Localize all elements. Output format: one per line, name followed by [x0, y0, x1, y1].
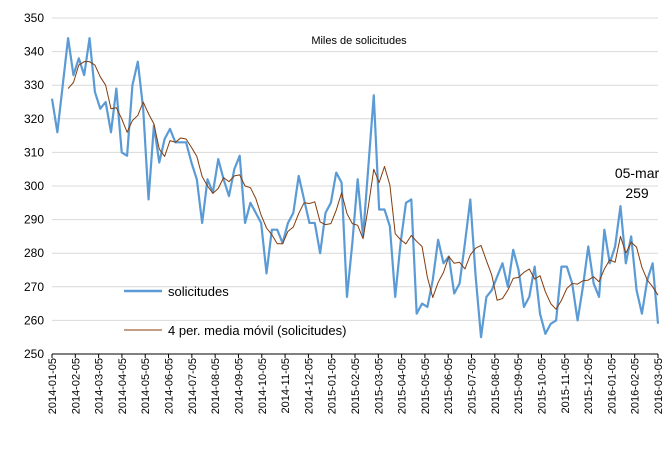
x-tick-label: 2014-06-05 [164, 358, 176, 414]
series-line-solicitudes [50, 37, 660, 339]
x-tick-label: 2015-02-05 [350, 358, 362, 414]
x-tick-label: 2014-03-05 [94, 358, 106, 414]
x-tick-label: 2014-09-05 [233, 358, 245, 414]
x-tick-label: 2015-05-05 [420, 358, 432, 414]
annotations: Miles de solicitudes 05-mar 259 [311, 35, 659, 201]
x-tick-label: 2014-05-05 [140, 358, 152, 414]
gridlines [52, 17, 658, 355]
y-tick-label: 320 [24, 112, 44, 126]
y-tick-label: 280 [24, 246, 44, 260]
x-tick-label: 2014-10-05 [257, 358, 269, 414]
y-tick-label: 270 [24, 280, 44, 294]
x-tick-label: 2014-04-05 [117, 358, 129, 414]
x-tick-label: 2015-08-05 [490, 358, 502, 414]
x-tick-label: 2015-01-05 [327, 358, 339, 414]
x-tick-label: 2015-09-05 [513, 358, 525, 414]
x-tick-label: 2015-04-05 [397, 358, 409, 414]
y-tick-label: 350 [24, 11, 44, 25]
legend: solicitudes 4 per. media móvil (solicitu… [124, 284, 346, 338]
x-tick-label: 2014-02-05 [70, 358, 82, 414]
x-tick-label: 2015-06-05 [443, 358, 455, 414]
x-tick-label: 2015-03-05 [373, 358, 385, 414]
x-tick-label: 2015-10-05 [536, 358, 548, 414]
y-axis: 250 260 270 280 290 300 310 320 330 340 350 [24, 11, 44, 361]
x-tick-label: 2016-03-05 [653, 358, 665, 414]
series-line-moving-average [67, 61, 659, 310]
x-tick-label: 2016-01-05 [606, 358, 618, 414]
x-tick-label: 2014-11-05 [280, 358, 292, 413]
y-tick-label: 330 [24, 78, 44, 92]
y-tick-label: 260 [24, 313, 44, 327]
point-annotation-value: 259 [625, 185, 649, 201]
x-tick-label: 2014-08-05 [210, 358, 222, 414]
y-tick-label: 300 [24, 179, 44, 193]
point-annotation-date: 05-mar [615, 165, 660, 181]
x-tick-label: 2016-02-05 [630, 358, 642, 414]
x-tick-label: 2014-07-05 [187, 358, 199, 414]
x-tick-label: 2015-07-05 [467, 358, 479, 414]
units-annotation: Miles de solicitudes [311, 35, 407, 47]
y-tick-label: 290 [24, 213, 44, 227]
legend-label-moving-average: 4 per. media móvil (solicitudes) [168, 323, 346, 338]
y-tick-label: 340 [24, 45, 44, 59]
y-tick-label: 310 [24, 145, 44, 159]
y-tick-label: 250 [24, 347, 44, 361]
x-axis: 2014-01-05 2014-02-05 2014-03-05 2014-04-05… [47, 353, 665, 414]
legend-label-solicitudes: solicitudes [168, 284, 229, 299]
x-tick-label: 2014-12-05 [303, 358, 315, 414]
series-lines [50, 37, 660, 339]
x-tick-label: 2014-01-05 [47, 358, 59, 414]
x-tick-label: 2015-12-05 [583, 358, 595, 414]
x-tick-label: 2015-11-05 [560, 358, 572, 413]
